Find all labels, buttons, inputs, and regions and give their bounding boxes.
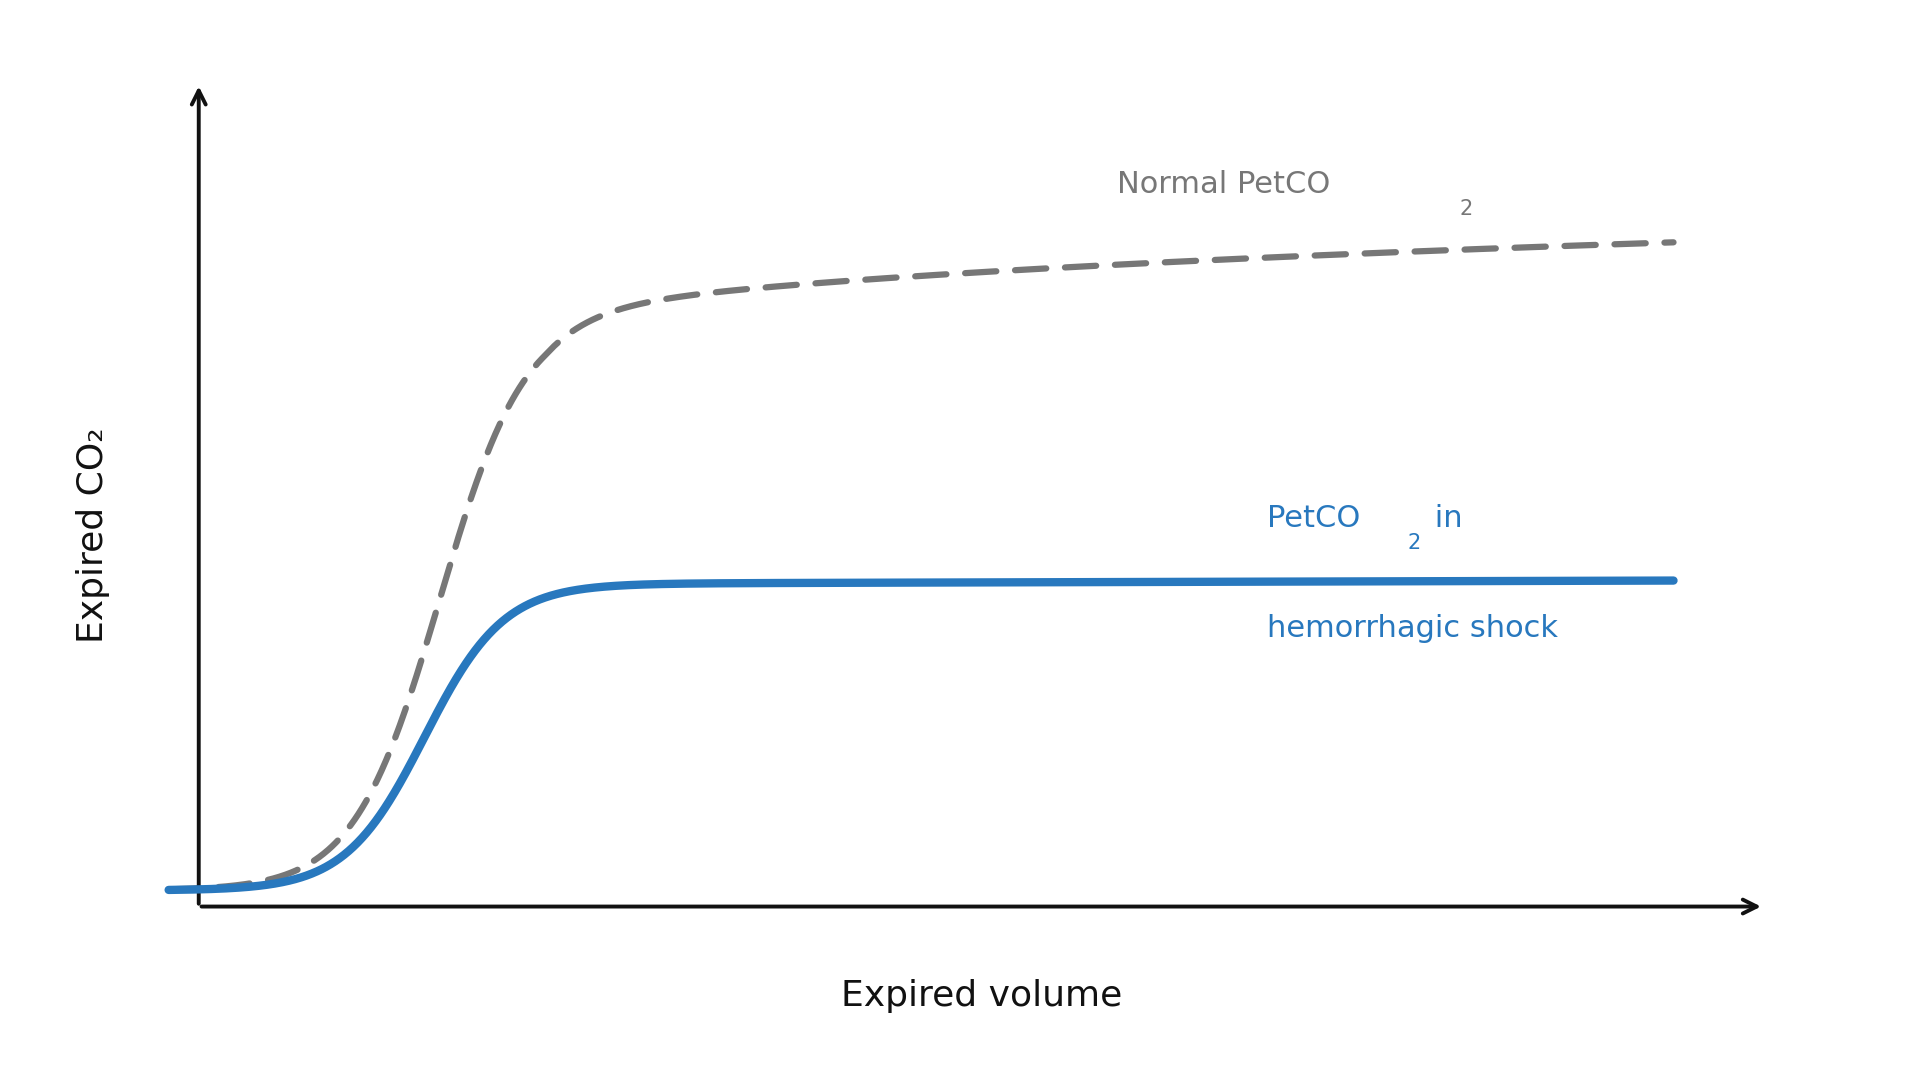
Text: Expired volume: Expired volume bbox=[841, 979, 1121, 1013]
Text: PetCO: PetCO bbox=[1267, 504, 1361, 533]
Text: Normal PetCO: Normal PetCO bbox=[1117, 169, 1331, 199]
Text: in: in bbox=[1425, 504, 1463, 533]
Text: hemorrhagic shock: hemorrhagic shock bbox=[1267, 614, 1559, 643]
Text: 2: 2 bbox=[1407, 533, 1421, 554]
Text: Expired CO₂: Expired CO₂ bbox=[77, 427, 111, 643]
Text: 2: 2 bbox=[1459, 199, 1473, 219]
